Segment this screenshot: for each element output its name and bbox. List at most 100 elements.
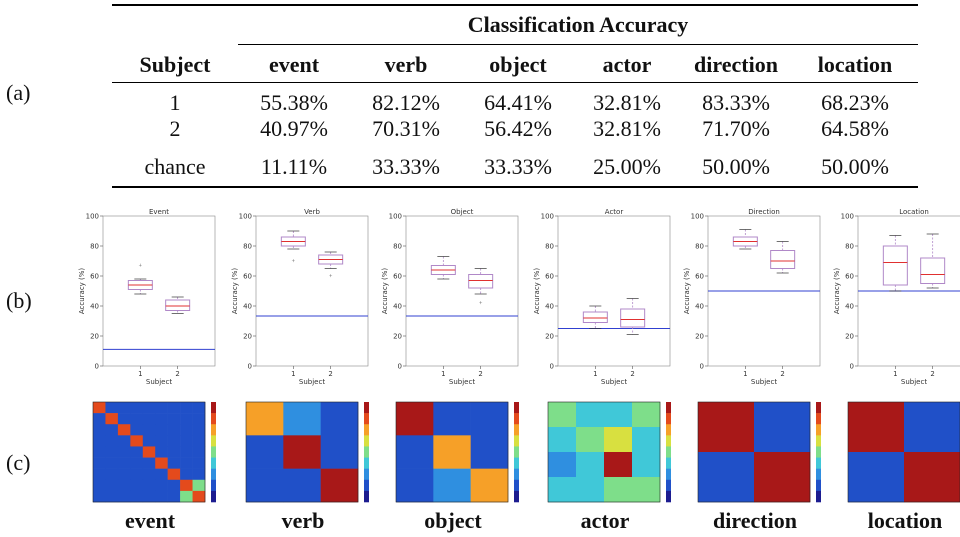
x-tick-label: 2 bbox=[328, 370, 332, 378]
confusion-matrix-event bbox=[75, 396, 225, 508]
colorbar-segment bbox=[514, 413, 519, 425]
colorbar-segment bbox=[816, 446, 821, 458]
colorbar-segment bbox=[666, 435, 671, 447]
plot-title: Object bbox=[451, 208, 474, 216]
confusion-matrix-direction bbox=[680, 396, 830, 508]
box-subject-2 bbox=[620, 298, 646, 335]
heatmap-cell bbox=[754, 402, 811, 453]
heatmap-cell bbox=[548, 427, 577, 453]
heatmap-svg bbox=[697, 401, 821, 503]
box-iqr bbox=[920, 257, 946, 284]
group-header: Classification Accuracy bbox=[467, 12, 689, 37]
heatmap-cell bbox=[130, 402, 144, 414]
colorbar-segment bbox=[816, 490, 821, 503]
heatmap-cell bbox=[246, 402, 284, 436]
y-tick-label: 100 bbox=[86, 213, 99, 221]
heatmap-cell bbox=[848, 452, 905, 503]
y-tick-label: 20 bbox=[845, 333, 854, 341]
x-axis-label: Subject bbox=[146, 378, 172, 386]
heatmap-cell bbox=[396, 468, 434, 503]
colorbar-segment bbox=[211, 479, 216, 492]
heatmap-cell bbox=[93, 457, 106, 469]
caption-actor: actor bbox=[580, 508, 630, 533]
heatmap-cell bbox=[142, 446, 156, 458]
group-rule bbox=[238, 44, 918, 45]
row-subject: chance bbox=[144, 154, 206, 179]
outlier-point: + bbox=[479, 301, 483, 307]
heatmap-cell bbox=[93, 413, 106, 425]
heatmap-cell bbox=[167, 490, 181, 503]
heatmap-cell bbox=[167, 479, 181, 492]
colorbar-segment bbox=[211, 490, 216, 503]
colorbar-segment bbox=[666, 479, 671, 492]
header-direction: direction bbox=[694, 52, 778, 77]
heatmap-cell bbox=[180, 413, 193, 425]
heatmap-cell bbox=[93, 468, 106, 481]
colorbar-segment bbox=[514, 446, 519, 458]
table-cell: 68.23% bbox=[821, 90, 889, 115]
confusion-matrix-verb bbox=[228, 396, 378, 508]
box-subject-2: + bbox=[468, 268, 494, 307]
box-subject-2 bbox=[920, 233, 946, 289]
confusion-matrix-object bbox=[378, 396, 528, 508]
y-tick-label: 80 bbox=[90, 243, 99, 251]
heatmap-cell bbox=[470, 435, 509, 469]
heatmap-cell bbox=[192, 457, 206, 469]
colorbar-segment bbox=[364, 468, 369, 481]
colorbar-segment bbox=[364, 413, 369, 425]
heatmap-svg bbox=[395, 401, 519, 503]
colorbar-segment bbox=[514, 457, 519, 469]
colorbar-segment bbox=[816, 424, 821, 436]
heatmap-cell bbox=[396, 402, 434, 436]
caption-object: object bbox=[424, 508, 482, 533]
colorbar-segment bbox=[816, 413, 821, 425]
y-tick-label: 60 bbox=[845, 273, 854, 281]
header-rule bbox=[112, 82, 918, 83]
heatmap-cell bbox=[155, 435, 168, 447]
panel-label-a: (a) bbox=[6, 80, 31, 105]
y-tick-label: 60 bbox=[545, 273, 554, 281]
box-subject-2: + bbox=[318, 251, 344, 280]
y-tick-label: 20 bbox=[545, 333, 554, 341]
x-tick-label: 2 bbox=[175, 370, 179, 378]
colorbar-segment bbox=[666, 413, 671, 425]
heatmap-frame bbox=[847, 401, 960, 503]
heatmap-cell bbox=[576, 452, 605, 478]
heatmap-cell bbox=[155, 457, 168, 469]
y-tick-label: 40 bbox=[393, 303, 402, 311]
x-tick-label: 1 bbox=[893, 370, 897, 378]
y-axis-label: Accuracy (%) bbox=[833, 268, 841, 315]
heatmap-svg bbox=[92, 401, 216, 503]
heatmap-cell bbox=[246, 435, 284, 469]
heatmap-cell bbox=[180, 424, 193, 436]
y-tick-label: 40 bbox=[243, 303, 252, 311]
boxplot-event: Event 0 20 40 60 80 100 Accuracy (%) 1 2 Subject + bbox=[75, 206, 225, 386]
heatmap-cell bbox=[142, 490, 156, 503]
colorbar-segment bbox=[364, 490, 369, 503]
colorbar-segment bbox=[364, 446, 369, 458]
caption-verb: verb bbox=[281, 508, 325, 533]
colorbar-segment bbox=[816, 435, 821, 447]
heatmap-cell bbox=[142, 402, 156, 414]
heatmap-cell bbox=[130, 457, 144, 469]
heatmap-cell bbox=[246, 468, 284, 503]
x-axis-label: Subject bbox=[449, 378, 475, 386]
colorbar-segment bbox=[816, 402, 821, 414]
box-iqr bbox=[165, 299, 191, 311]
outlier-point: + bbox=[329, 274, 333, 280]
heatmap-cell bbox=[130, 424, 144, 436]
table-cell: 33.33% bbox=[484, 154, 552, 179]
heatmap-frame bbox=[92, 401, 206, 503]
box-iqr bbox=[582, 311, 608, 323]
y-tick-label: 100 bbox=[389, 213, 402, 221]
y-tick-label: 60 bbox=[90, 273, 99, 281]
colorbar-segment bbox=[364, 424, 369, 436]
heatmap-svg bbox=[847, 401, 960, 503]
heatmap-cell bbox=[130, 413, 144, 425]
confusion-matrix-actor bbox=[530, 396, 680, 508]
heatmap-cell bbox=[167, 457, 181, 469]
heatmap-cell bbox=[130, 446, 144, 458]
box-subject-2 bbox=[770, 241, 796, 274]
heatmap-frame bbox=[395, 401, 509, 503]
